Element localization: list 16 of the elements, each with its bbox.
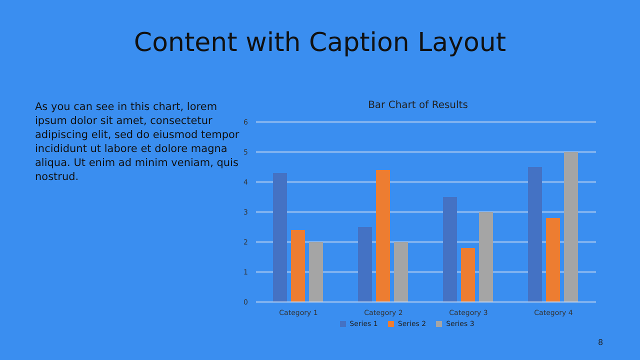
text: As you can see in this chart, lorem ipsum dolor sit amet, consectetur adipiscing elit, sed do eiusmod tempor incididunt ut labore et dolore magna aliqua. Ut enim ad minim veniam, quis nostrud. — [35, 101, 240, 183]
bar — [358, 227, 372, 302]
bar — [309, 242, 323, 302]
bar — [546, 218, 560, 302]
text: Content with Caption Layout — [132, 28, 508, 58]
bar — [394, 242, 408, 302]
bar — [291, 230, 305, 302]
bar — [479, 212, 493, 302]
bar — [564, 152, 578, 302]
bar — [461, 248, 475, 302]
bar — [443, 197, 457, 302]
chart-title: Bar Chart of Results — [367, 100, 469, 113]
bar — [273, 173, 287, 302]
bar — [376, 170, 390, 302]
bar — [528, 167, 542, 302]
text: 8 — [598, 338, 604, 347]
